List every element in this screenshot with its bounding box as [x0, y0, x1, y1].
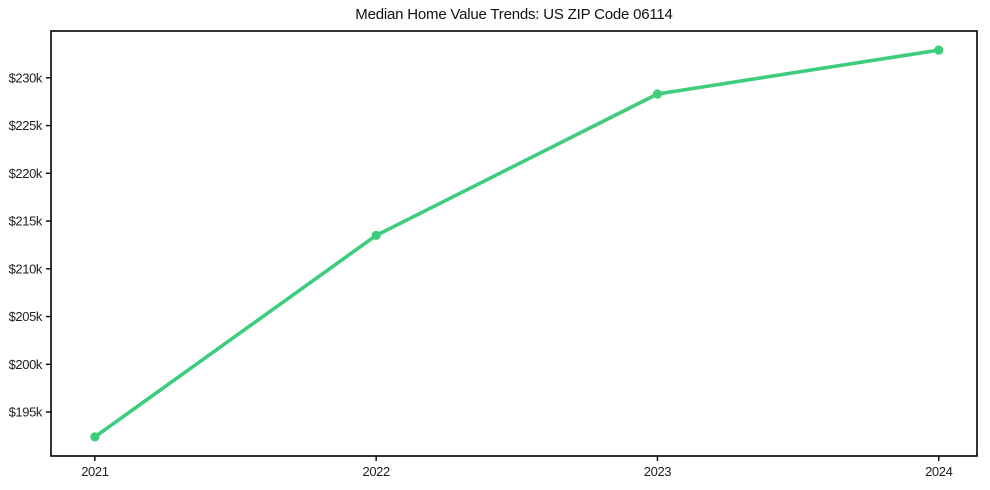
data-point-marker [90, 432, 100, 442]
chart-title: Median Home Value Trends: US ZIP Code 06… [355, 6, 673, 23]
data-point-marker [934, 45, 944, 55]
y-tick-label: $230k [9, 70, 43, 85]
y-tick-label: $210k [9, 261, 43, 276]
y-tick-label: $200k [9, 357, 43, 372]
y-tick-label: $220k [9, 166, 43, 181]
x-tick-label: 2023 [644, 464, 671, 479]
x-tick-label: 2022 [363, 464, 390, 479]
y-tick-label: $225k [9, 118, 43, 133]
x-tick-label: 2024 [925, 464, 952, 479]
data-point-marker [371, 230, 381, 240]
series-line [93, 48, 941, 439]
plot-background [51, 31, 977, 456]
plot-border [50, 30, 978, 457]
y-tick-label: $205k [9, 309, 43, 324]
data-point-marker [652, 89, 663, 99]
x-tick-label: 2021 [81, 464, 108, 479]
y-tick-label: $215k [9, 214, 43, 229]
y-tick-label: $195k [9, 405, 43, 420]
